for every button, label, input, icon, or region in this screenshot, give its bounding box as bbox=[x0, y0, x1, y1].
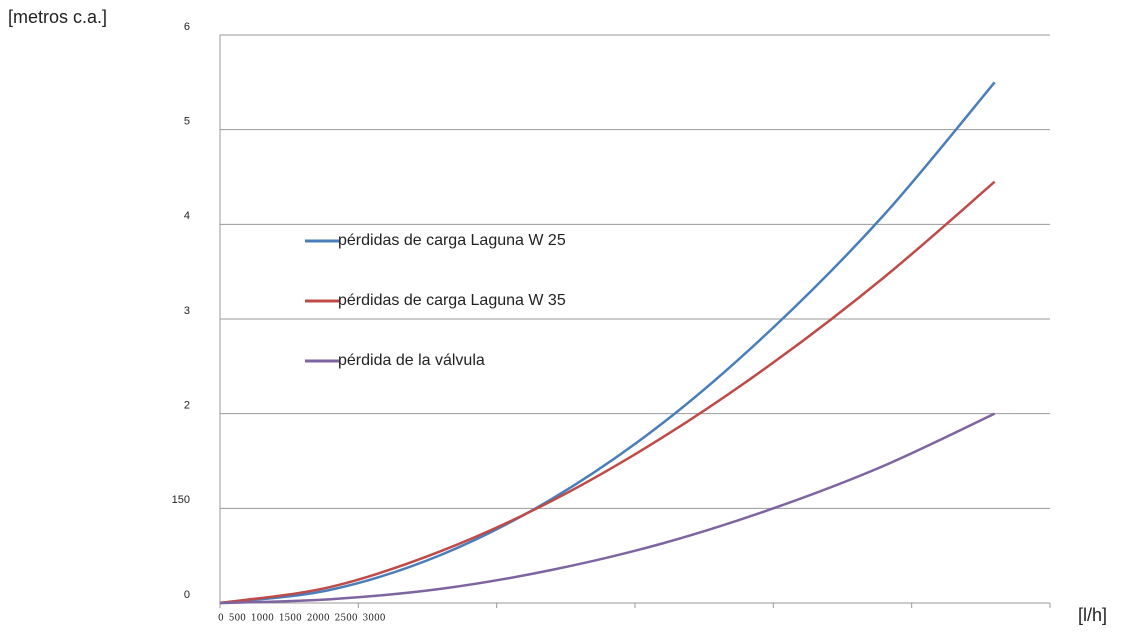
x-tick-label: 0 bbox=[218, 614, 224, 624]
y-tick-label: 6 bbox=[184, 21, 190, 33]
x-axis-label: [l/h] bbox=[1078, 605, 1107, 625]
y-tick-label: 2 bbox=[184, 400, 190, 412]
legend-label: pérdidas de carga Laguna W 25 bbox=[338, 232, 566, 249]
y-tick-label: 0 bbox=[184, 589, 190, 601]
series-line bbox=[219, 180, 996, 605]
x-tick-label: 500 bbox=[229, 614, 246, 624]
x-tick-label: 2000 bbox=[307, 614, 330, 624]
y-tick-label: 4 bbox=[184, 210, 190, 222]
x-tick-label: 2500 bbox=[335, 614, 358, 624]
legend-label: pérdida de la válvula bbox=[338, 352, 485, 369]
y-tick-label: 150 bbox=[172, 494, 190, 506]
y-axis-label: [metros c.a.] bbox=[8, 7, 107, 27]
y-tick-label: 5 bbox=[184, 116, 190, 128]
series-line bbox=[219, 81, 996, 605]
legend-label: pérdidas de carga Laguna W 35 bbox=[338, 292, 566, 309]
x-tick-label: 1500 bbox=[279, 614, 302, 624]
y-tick-label: 3 bbox=[184, 305, 190, 317]
series-line bbox=[219, 412, 996, 605]
x-tick-label: 3000 bbox=[363, 614, 386, 624]
x-tick-label: 1000 bbox=[251, 614, 274, 624]
